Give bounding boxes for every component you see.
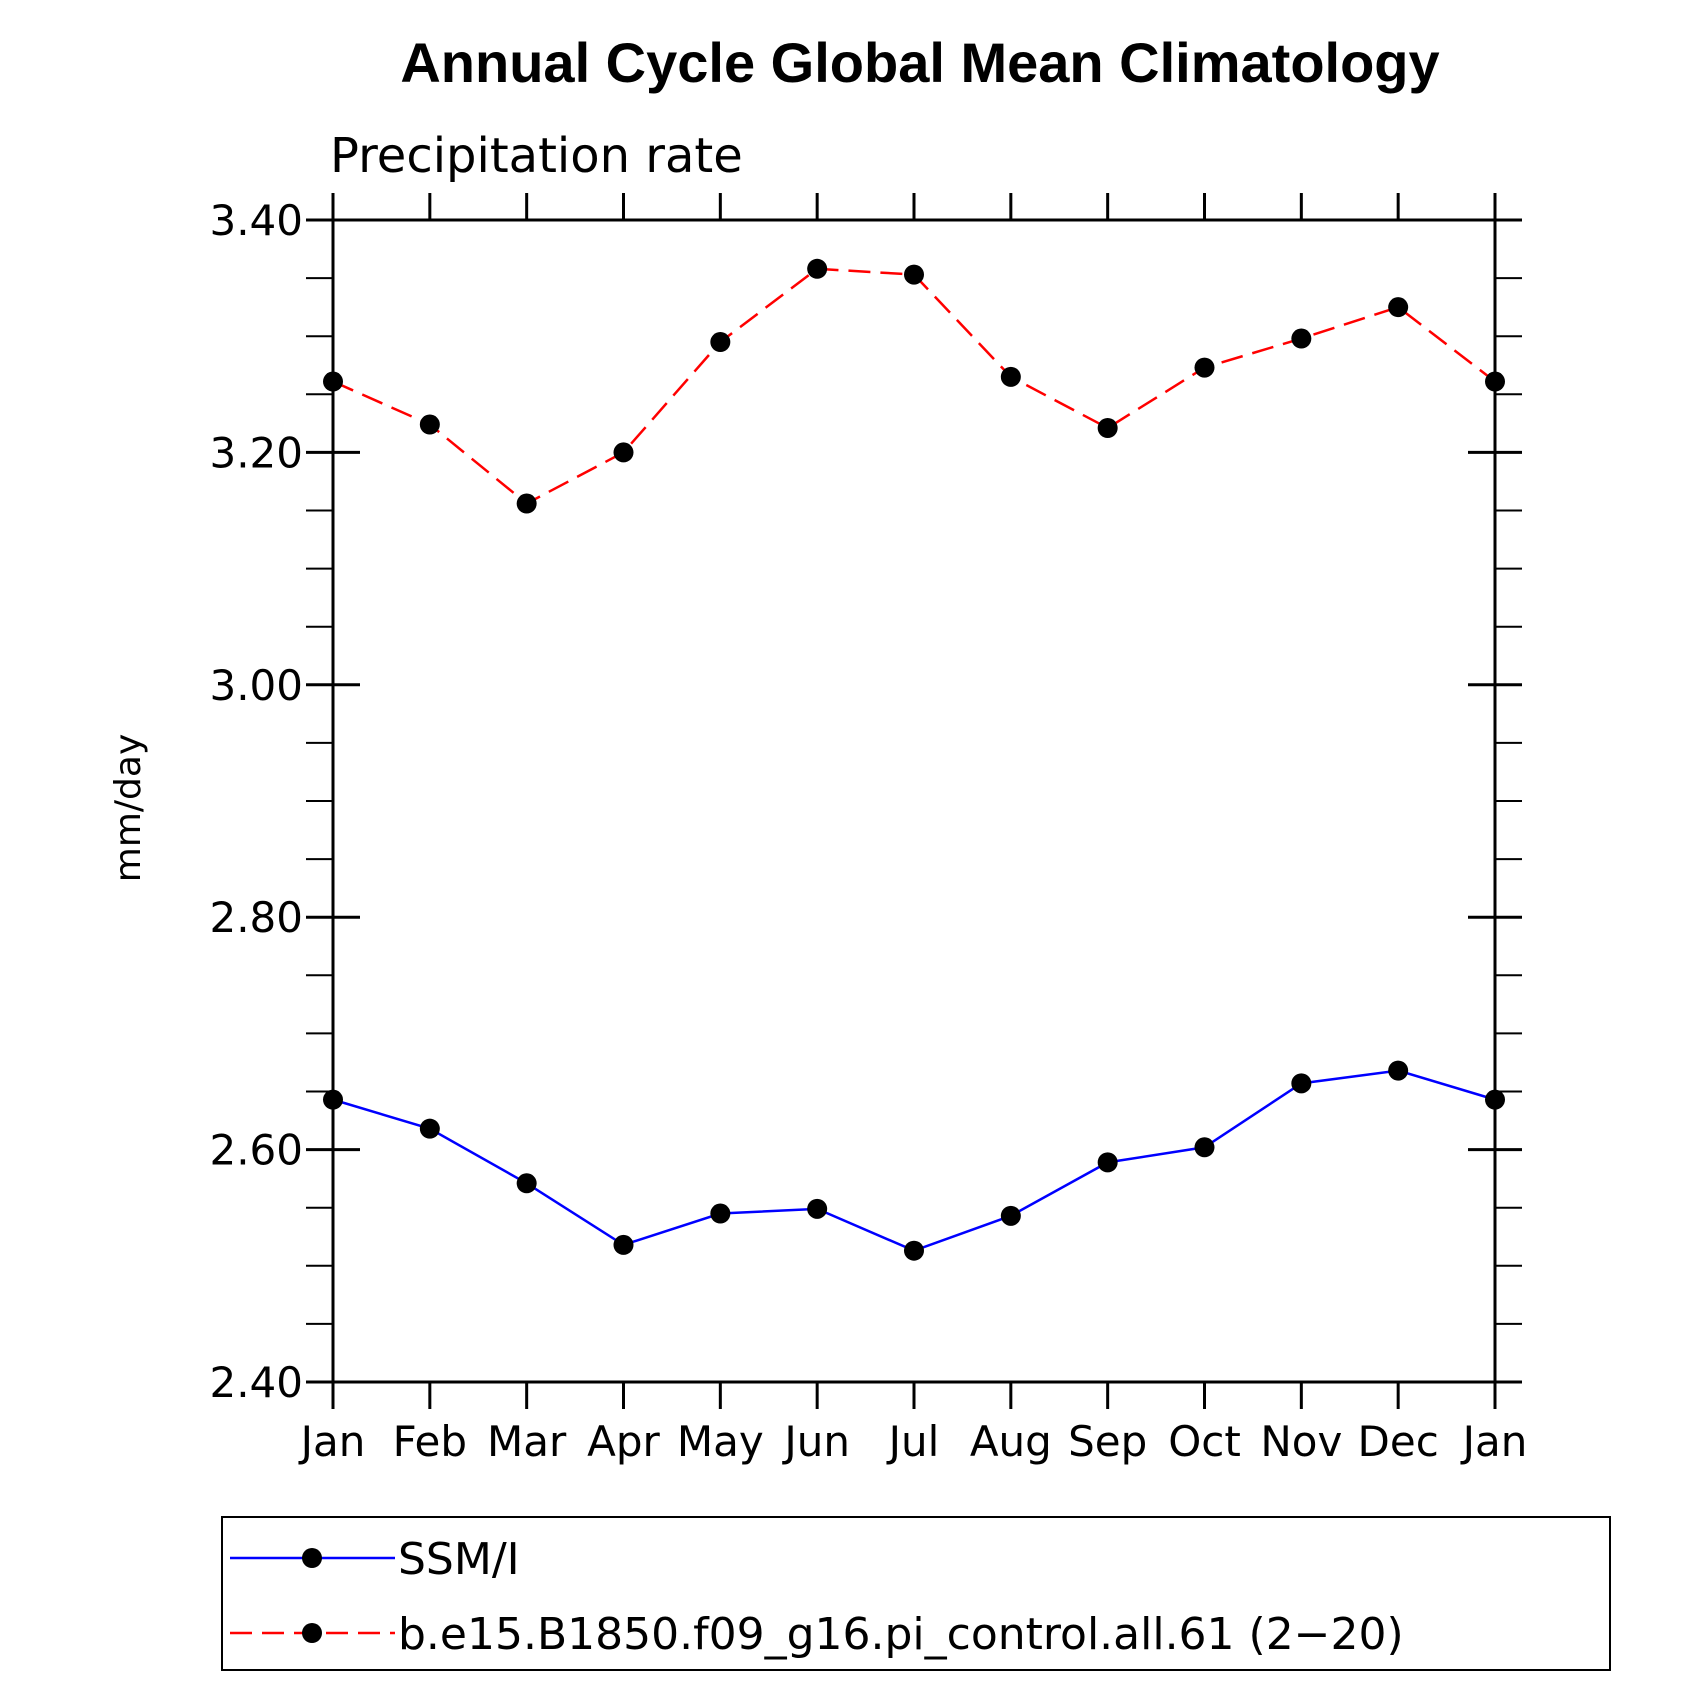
y-tick-label: 2.40 [209, 1358, 303, 1407]
legend-entry-0: SSM/I [398, 1534, 520, 1585]
legend-box [221, 1516, 1611, 1671]
data-point [323, 371, 343, 392]
y-axis-label: mm/day [108, 734, 149, 882]
x-tick-label: Feb [393, 1417, 467, 1466]
x-tick-label: Jun [781, 1417, 850, 1466]
data-point [419, 414, 440, 435]
legend: SSM/I b.e15.B1850.f09_g16.pi_control.all.… [221, 1516, 1611, 1671]
plot-frame [331, 218, 1497, 1384]
x-tick-label: Mar [487, 1417, 567, 1466]
x-tick-label: Sep [1068, 1417, 1147, 1466]
data-point [516, 1173, 537, 1194]
plot-series [323, 258, 1505, 1261]
series-line-1 [332, 267, 1496, 506]
data-point [904, 1240, 924, 1261]
data-point [1388, 297, 1409, 318]
data-point [516, 493, 537, 514]
y-tick-label: 3.20 [209, 428, 303, 477]
data-point [613, 442, 634, 463]
y-tick-label: 3.40 [209, 196, 303, 245]
data-point [807, 1198, 828, 1219]
data-point [710, 1203, 731, 1224]
x-tick-label: Apr [587, 1417, 660, 1466]
data-point [419, 1118, 440, 1139]
x-tick-label: May [677, 1417, 764, 1466]
data-point [1388, 1060, 1409, 1081]
legend-entry-1: b.e15.B1850.f09_g16.pi_control.all.61 (2… [398, 1609, 1404, 1660]
x-tick-label: Oct [1168, 1417, 1241, 1466]
data-point [1291, 1073, 1312, 1094]
y-tick-label: 2.60 [209, 1126, 303, 1175]
data-point [1000, 1205, 1021, 1226]
data-point [1194, 357, 1215, 378]
data-point [1097, 417, 1118, 438]
axis-ticks: Jan Feb Mar Apr May Jun Jul Aug Sep Oct Nov Dec Jan 2… [209, 193, 1527, 1466]
y-tick-label: 3.00 [209, 661, 303, 710]
data-point [323, 1089, 343, 1110]
x-tick-label: Aug [970, 1417, 1052, 1466]
data-point [710, 332, 731, 353]
chart-title: Annual Cycle Global Mean Climatology [400, 31, 1439, 94]
axes [331, 218, 1497, 1384]
x-tick-label: Jan [298, 1417, 366, 1466]
y-tick-label: 2.80 [209, 893, 303, 942]
x-tick-label: Jul [886, 1417, 940, 1466]
x-tick-label: Dec [1358, 1417, 1439, 1466]
data-point [1097, 1152, 1118, 1173]
data-point [904, 264, 924, 285]
legend-marker-1 [302, 1623, 322, 1643]
data-point [1485, 371, 1505, 392]
data-point [1000, 366, 1021, 387]
data-point [1485, 1089, 1505, 1110]
x-tick-label: Nov [1260, 1417, 1342, 1466]
data-point [613, 1234, 634, 1255]
chart-subtitle: Precipitation rate [330, 128, 743, 184]
x-tick-label: Jan [1460, 1417, 1528, 1466]
data-point [1194, 1137, 1215, 1158]
legend-marker-0 [302, 1548, 322, 1568]
data-point [807, 258, 828, 279]
data-point [1291, 328, 1312, 349]
series-line-0 [332, 1069, 1496, 1253]
